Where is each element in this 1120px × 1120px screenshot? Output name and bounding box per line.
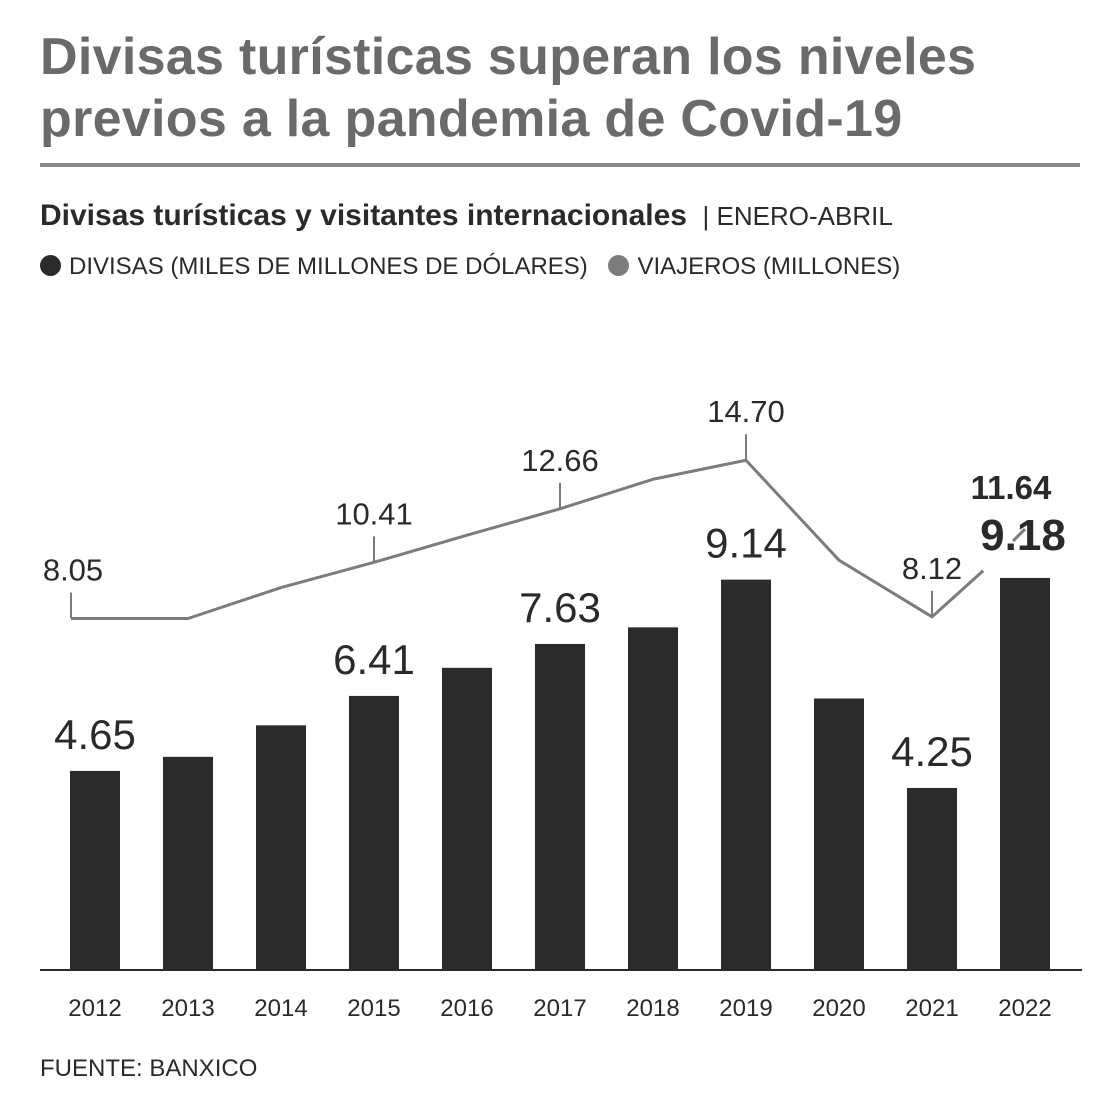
x-tick-label-2014: 2014 [254, 995, 307, 1022]
source-note: FUENTE: BANXICO [40, 1055, 258, 1082]
chart-subtitle: Divisas turísticas y visitantes internac… [40, 198, 893, 234]
bar-label-2017: 7.63 [519, 584, 601, 631]
bar-label-2022: 9.18 [980, 511, 1066, 560]
x-tick-label-2020: 2020 [812, 995, 865, 1022]
chart-legend: DIVISAS (MILES DE MILLONES DE DÓLARES) V… [40, 250, 900, 284]
bar-divisas-2012 [70, 770, 120, 969]
x-tick-label-2015: 2015 [347, 995, 400, 1022]
bar-divisas-2016 [442, 667, 492, 969]
legend-divisas-swatch [40, 255, 61, 276]
title-divider [40, 163, 1080, 167]
line-label-2019: 14.70 [707, 394, 785, 429]
bar-divisas-2021 [907, 787, 957, 969]
chart-title: Divisas turísticas superan los niveles p… [40, 28, 977, 148]
subtitle-text: Divisas turísticas y visitantes internac… [40, 199, 687, 232]
line-label-2015: 10.41 [335, 496, 413, 531]
bar-divisas-2022 [1000, 577, 1050, 969]
subtitle-separator: | [695, 201, 717, 231]
bar-divisas-2019 [721, 579, 771, 969]
line-label-2022: 11.64 [971, 469, 1052, 506]
subtitle-period: ENERO-ABRIL [716, 201, 893, 231]
bar-divisas-2018 [628, 627, 678, 969]
line-label-2017: 12.66 [521, 443, 599, 478]
x-tick-label-2019: 2019 [719, 995, 772, 1022]
x-tick-label-2017: 2017 [533, 995, 586, 1022]
x-tick-label-2021: 2021 [905, 995, 958, 1022]
line-label-2021: 8.12 [902, 551, 962, 586]
line-viajeros [71, 458, 985, 620]
legend-viajeros-swatch [608, 255, 630, 276]
bar-divisas-2020 [814, 698, 864, 969]
x-tick-label-2012: 2012 [68, 995, 121, 1022]
bar-divisas-2015 [349, 695, 399, 969]
bar-divisas-2017 [535, 643, 585, 969]
bar-label-2015: 6.41 [333, 636, 415, 683]
x-tick-label-2016: 2016 [440, 995, 493, 1022]
x-tick-label-2018: 2018 [626, 995, 679, 1022]
bar-label-2012: 4.65 [54, 711, 136, 758]
x-tick-label-2013: 2013 [161, 995, 214, 1022]
line-viajeros-tail [1011, 527, 1027, 543]
bar-divisas-2014 [256, 725, 306, 969]
legend-viajeros-label: VIAJEROS (MILLONES) [637, 253, 901, 280]
bar-divisas-2013 [163, 756, 213, 969]
x-tick-label-2022: 2022 [998, 995, 1051, 1022]
chart-area: 4.65 6.41 7.63 9.14 4.25 9.18 8.05 10.41 12.66 14… [40, 394, 1082, 1022]
bar-label-2019: 9.14 [705, 520, 787, 567]
bar-label-2021: 4.25 [891, 728, 973, 775]
line-label-2012: 8.05 [43, 553, 103, 588]
legend-divisas-label: DIVISAS (MILES DE MILLONES DE DÓLARES) [69, 253, 588, 280]
